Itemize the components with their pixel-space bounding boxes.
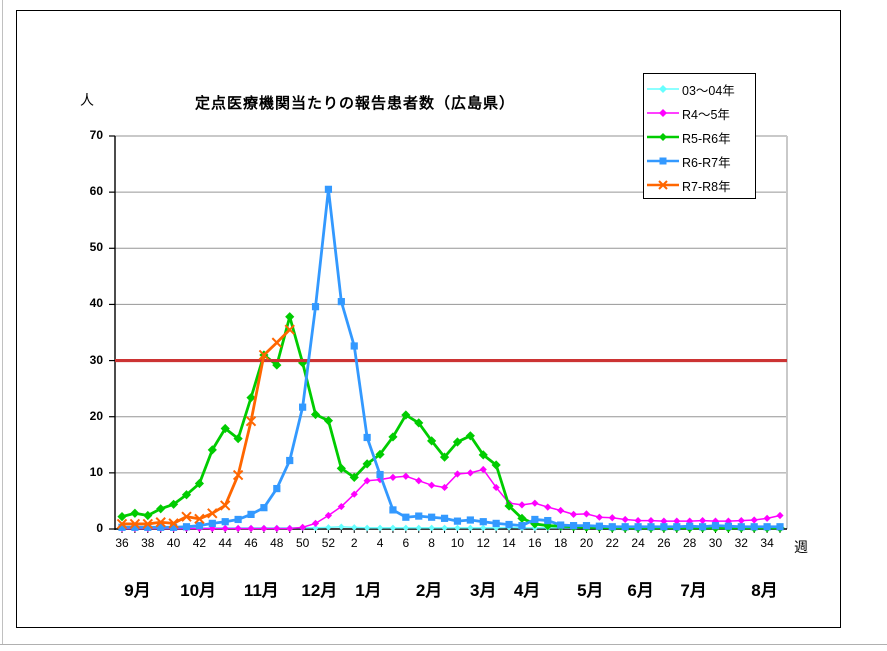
window-left-edge	[2, 0, 3, 645]
legend-label: R7-R8年	[682, 179, 731, 194]
y-tick-label: 20	[89, 408, 103, 423]
x-week-label: 12	[476, 536, 490, 550]
x-week-label: 4	[376, 536, 384, 550]
x-month-label: 1月	[355, 581, 382, 600]
x-week-label: 42	[192, 536, 207, 550]
x-month-label: 8月	[751, 581, 778, 600]
x-week-label: 22	[605, 536, 619, 550]
x-week-label: 46	[244, 536, 258, 550]
y-tick-label: 60	[89, 184, 103, 199]
legend-key-icon	[647, 109, 679, 117]
x-week-label: 20	[579, 536, 594, 550]
y-tick-label: 0	[96, 521, 103, 535]
x-week-label: 52	[321, 536, 336, 550]
x-week-label: 40	[166, 536, 181, 550]
legend[interactable]: 03～04年 R4～5年 R5-R6年 R6-R7年 R7-R8年	[643, 73, 756, 199]
legend-item-5[interactable]: R7-R8年	[644, 173, 755, 197]
legend-item-3[interactable]: R5-R6年	[644, 125, 755, 149]
x-week-label: 50	[295, 536, 310, 550]
x-week-label: 10	[450, 536, 465, 550]
x-week-label: 26	[657, 536, 671, 550]
legend-item-1[interactable]: 03～04年	[644, 77, 755, 101]
x-week-label: 38	[141, 536, 155, 550]
y-tick-label: 40	[89, 296, 103, 311]
legend-key-icon	[647, 180, 679, 190]
x-month-label: 4月	[513, 581, 541, 600]
x-week-label: 14	[502, 536, 516, 550]
legend-key-icon	[647, 157, 679, 165]
legend-label: R5-R6年	[682, 131, 731, 146]
legend-item-4[interactable]: R6-R7年	[644, 149, 755, 173]
x-month-label: 11月	[243, 581, 279, 600]
window-bottom-edge	[0, 644, 887, 645]
y-axis-unit-label: 人	[80, 92, 94, 108]
legend-label: 03～04年	[682, 83, 735, 98]
x-week-label: 48	[270, 536, 284, 550]
y-tick-label: 50	[89, 240, 103, 255]
x-month-label: 5月	[577, 581, 604, 600]
x-month-label: 9月	[124, 581, 151, 600]
x-week-label: 8	[428, 536, 435, 550]
x-month-label: 12月	[301, 581, 338, 600]
legend-label: R4～5年	[682, 107, 730, 122]
x-week-label: 16	[528, 536, 542, 550]
x-month-label: 3月	[470, 581, 497, 600]
x-month-label: 10月	[180, 581, 217, 600]
x-week-label: 28	[683, 536, 697, 550]
y-tick-label: 10	[89, 464, 103, 479]
x-week-label: 30	[708, 536, 723, 550]
legend-key-icon	[647, 133, 679, 141]
x-week-label: 2	[350, 536, 358, 550]
chart-title: 定点医療機関当たりの報告患者数（広島県）	[194, 95, 515, 112]
legend-item-2[interactable]: R4～5年	[644, 101, 755, 125]
x-week-label: 34	[760, 536, 774, 550]
legend-label: R6-R7年	[682, 155, 731, 170]
x-week-label: 32	[734, 536, 748, 550]
x-month-label: 7月	[680, 581, 707, 600]
legend-key-icon	[647, 85, 679, 93]
x-week-label: 24	[631, 536, 645, 550]
y-tick-label: 30	[89, 352, 103, 367]
x-month-label: 2月	[415, 581, 443, 600]
x-week-label: 36	[115, 536, 129, 550]
x-axis-unit-label: 週	[794, 539, 808, 555]
x-month-label: 6月	[627, 581, 654, 600]
x-week-label: 18	[553, 536, 568, 550]
y-tick-label: 70	[89, 128, 103, 142]
x-week-label: 44	[218, 536, 232, 550]
x-week-label: 6	[402, 536, 410, 550]
